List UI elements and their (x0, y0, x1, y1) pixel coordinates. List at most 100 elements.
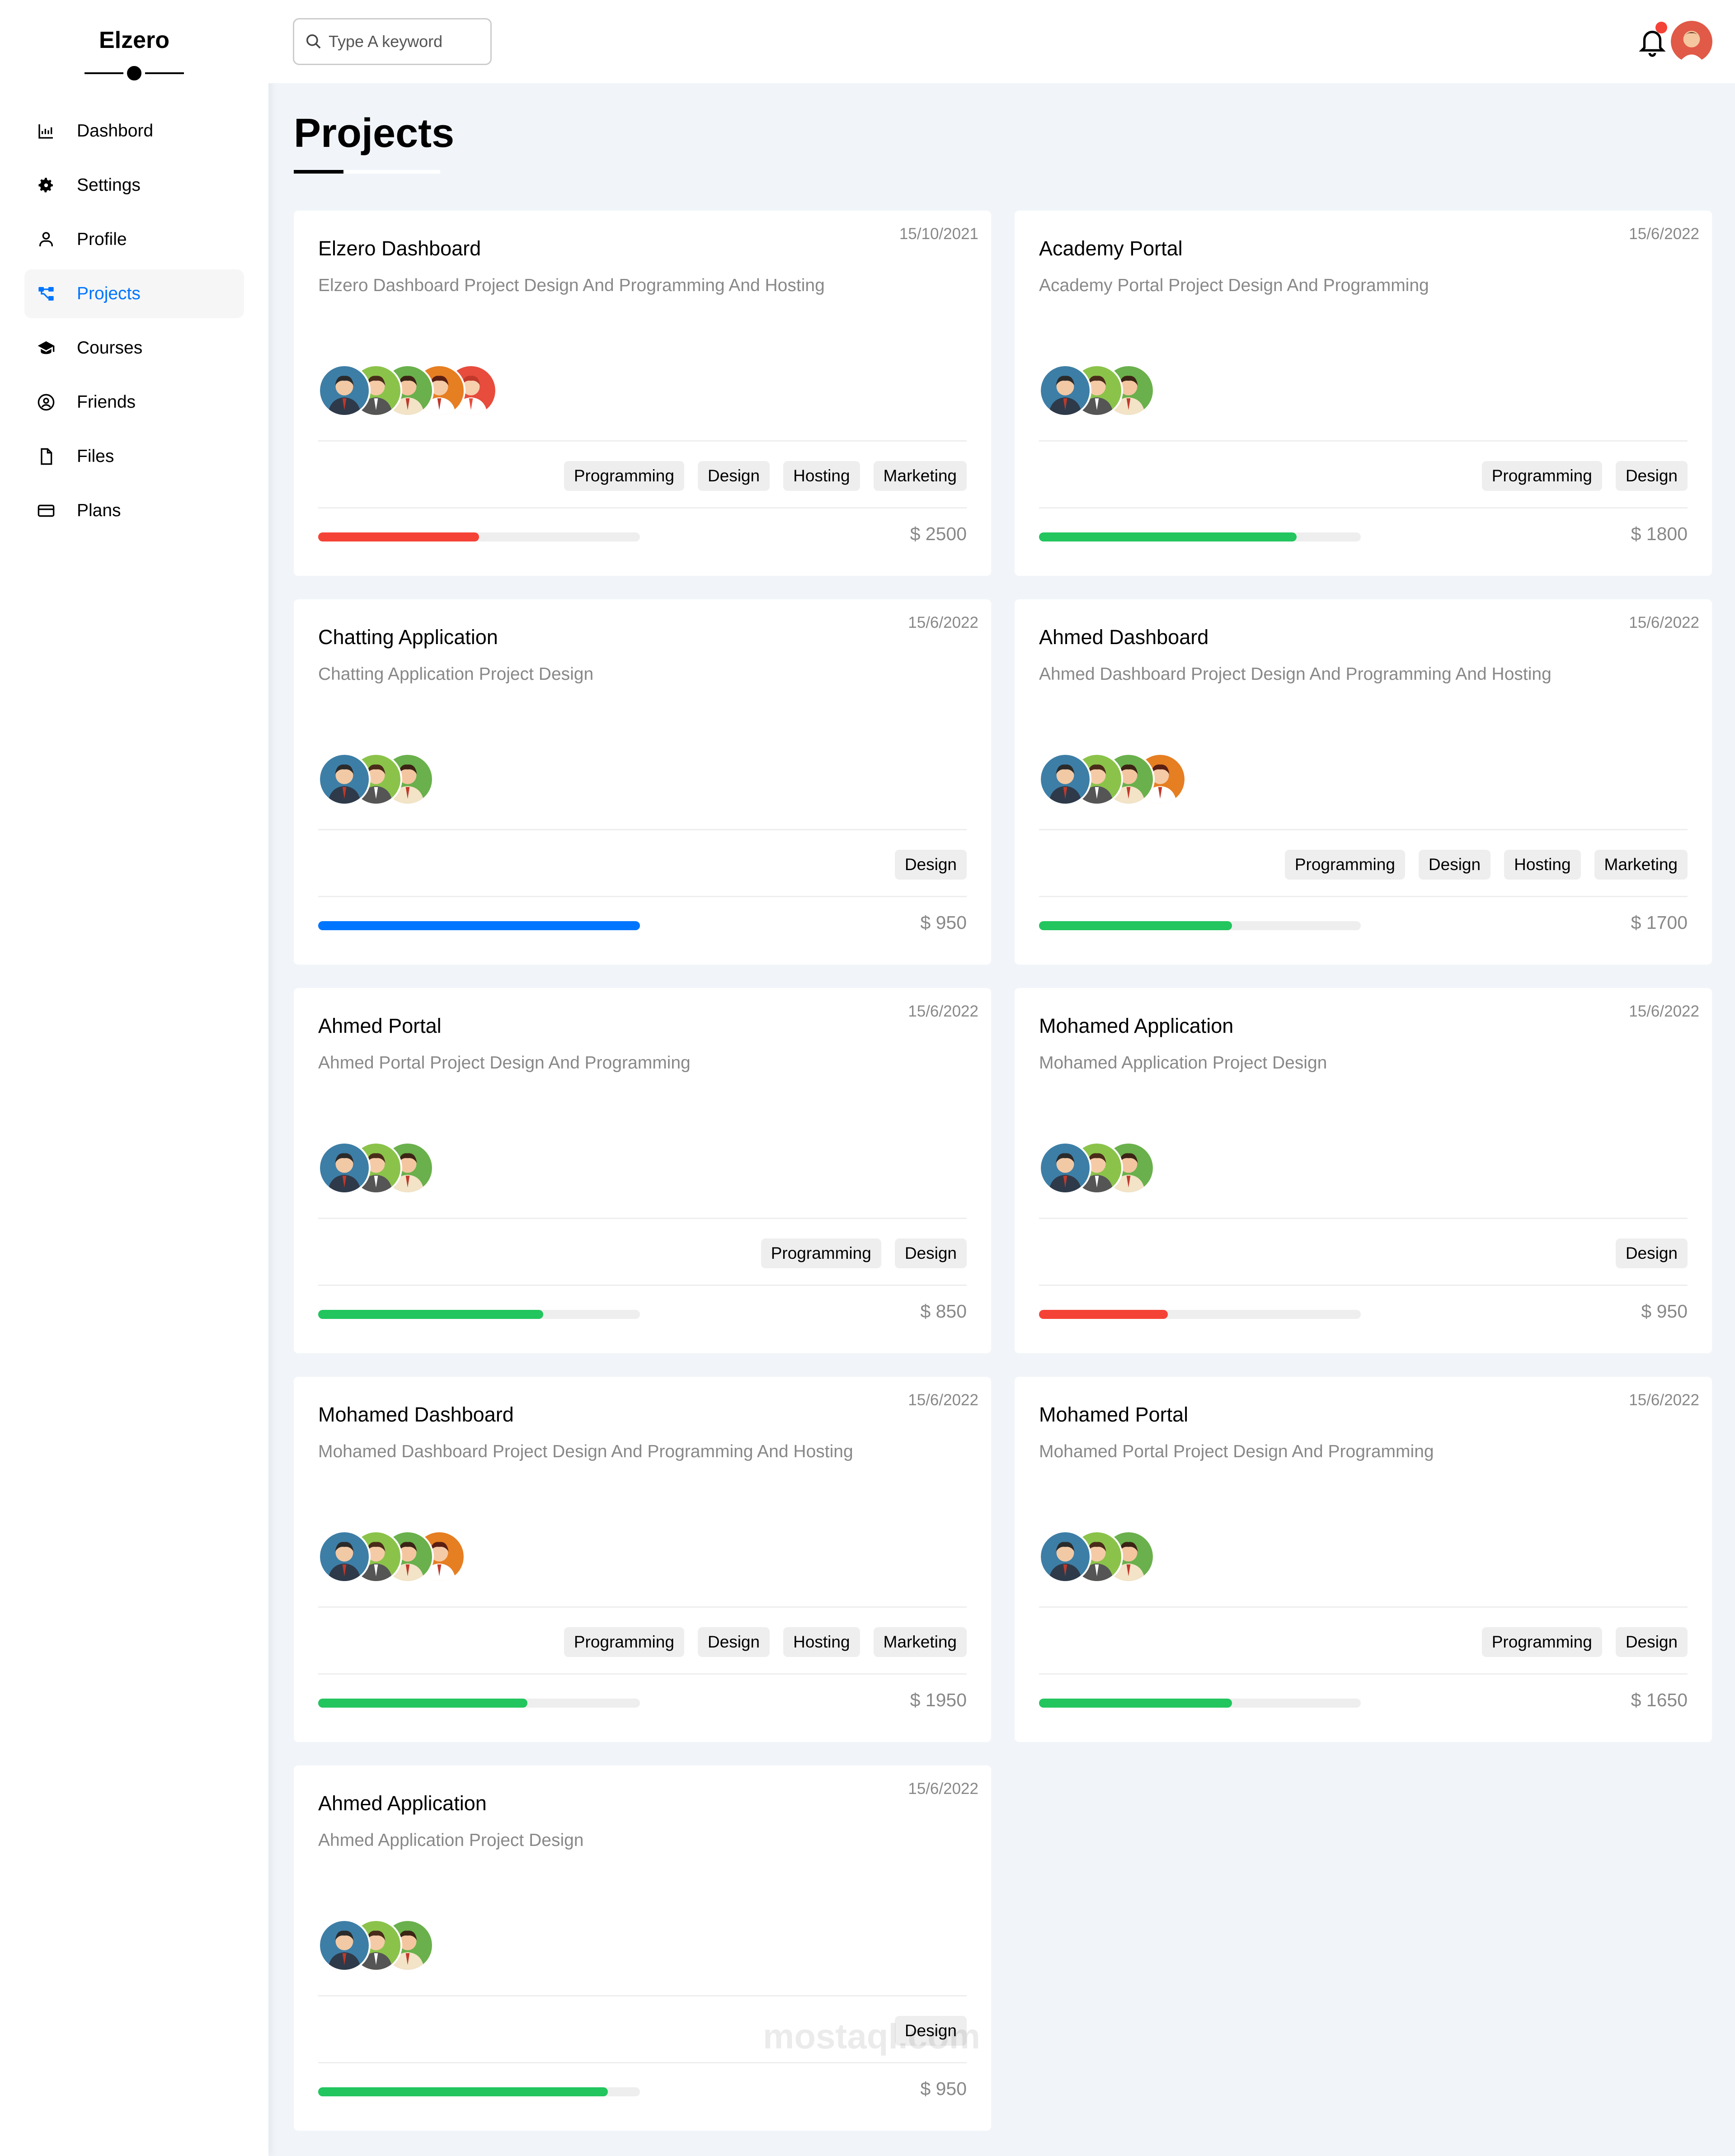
project-card[interactable]: 15/10/2021 Elzero Dashboard Elzero Dashboa… (294, 211, 991, 576)
progress-fill (318, 532, 479, 541)
sidebar-item-label: Courses (77, 338, 143, 358)
gear-icon (36, 175, 56, 195)
project-card[interactable]: 15/6/2022 Mohamed Application Mohamed Appl… (1015, 988, 1712, 1353)
team-member-avatar[interactable] (1039, 753, 1091, 805)
avatar-icon (1671, 21, 1712, 62)
sidebar-item-label: Friends (77, 392, 136, 412)
project-card[interactable]: 15/6/2022 Mohamed Dashboard Mohamed Dashbo… (294, 1377, 991, 1742)
team-member-avatar[interactable] (1039, 1142, 1091, 1194)
project-card[interactable]: 15/6/2022 Academy Portal Academy Portal Pr… (1015, 211, 1712, 576)
team-member-avatar[interactable] (1039, 364, 1091, 417)
project-description: Elzero Dashboard Project Design And Prog… (318, 276, 825, 295)
card-divider (318, 829, 967, 830)
project-description: Chatting Application Project Design (318, 664, 594, 684)
progress-bar (318, 1699, 640, 1708)
tag-design: Design (1615, 461, 1688, 491)
sidebar-item-plans[interactable]: Plans (24, 486, 244, 535)
team-member-avatar[interactable] (318, 1919, 371, 1972)
tag-programming: Programming (1481, 1627, 1602, 1657)
progress-fill (318, 2087, 608, 2096)
card-divider (1039, 1673, 1688, 1675)
project-card[interactable]: 15/6/2022 Ahmed Portal Ahmed Portal Projec… (294, 988, 991, 1353)
sidebar-item-files[interactable]: Files (24, 432, 244, 481)
project-price: $ 950 (1641, 1301, 1688, 1322)
project-price: $ 1950 (910, 1690, 967, 1710)
sidebar-item-courses[interactable]: Courses (24, 324, 244, 372)
tag-programming: Programming (1481, 461, 1602, 491)
tag-design: Design (1418, 850, 1491, 880)
card-divider (318, 1673, 967, 1675)
progress-bar (1039, 1310, 1361, 1319)
card-divider (318, 1285, 967, 1286)
search-icon (306, 34, 321, 49)
tag-design: Design (894, 850, 967, 880)
bell-icon[interactable] (1636, 25, 1668, 57)
sidebar-item-profile[interactable]: Profile (24, 215, 244, 264)
sidebar-item-label: Dashbord (77, 121, 154, 141)
sidebar-nav: Dashbord Settings Profile Projects Courses Fr… (0, 107, 268, 535)
card-divider (318, 1995, 967, 1996)
project-price: $ 950 (920, 912, 967, 933)
project-price: $ 1800 (1631, 523, 1688, 544)
project-title: Elzero Dashboard (318, 237, 481, 260)
project-description: Mohamed Portal Project Design And Progra… (1039, 1442, 1434, 1461)
progress-bar (318, 532, 640, 541)
sidebar-item-projects[interactable]: Projects (24, 269, 244, 318)
sidebar-item-label: Plans (77, 501, 121, 520)
diagram-icon (36, 284, 56, 304)
sidebar-item-label: Files (77, 447, 114, 466)
team-member-avatar[interactable] (318, 1530, 371, 1583)
project-date: 15/6/2022 (908, 1780, 978, 1798)
sidebar-item-label: Settings (77, 175, 141, 195)
project-price: $ 1650 (1631, 1690, 1688, 1710)
project-date: 15/6/2022 (1629, 1391, 1699, 1409)
progress-fill (1039, 921, 1232, 930)
project-price: $ 950 (920, 2078, 967, 2099)
project-description: Ahmed Portal Project Design And Programm… (318, 1053, 691, 1073)
project-title: Chatting Application (318, 626, 498, 649)
tag-design: Design (697, 461, 770, 491)
graduation-cap-icon (36, 338, 56, 358)
tag-programming: Programming (564, 1627, 684, 1657)
tag-design: Design (894, 2016, 967, 2046)
project-tags: Programming Design Hosting Marketing (1284, 850, 1688, 880)
sidebar-item-friends[interactable]: Friends (24, 378, 244, 427)
progress-fill (1039, 532, 1297, 541)
project-tags: Design (894, 850, 967, 880)
user-avatar[interactable] (1671, 21, 1712, 62)
project-tags: Programming Design (1481, 1627, 1688, 1657)
card-divider (318, 896, 967, 897)
team-member-avatar[interactable] (318, 1142, 371, 1194)
project-card[interactable]: 15/6/2022 Mohamed Portal Mohamed Portal Pr… (1015, 1377, 1712, 1742)
sidebar-item-label: Projects (77, 284, 141, 303)
card-divider (1039, 1218, 1688, 1219)
card-divider (318, 1218, 967, 1219)
project-card[interactable]: 15/6/2022 Chatting Application Chatting Ap… (294, 599, 991, 965)
progress-fill (318, 1310, 544, 1319)
team-member-avatar[interactable] (1039, 1530, 1091, 1583)
notification-dot (1655, 22, 1667, 33)
user-circle-icon (36, 392, 56, 412)
search-box (293, 18, 492, 65)
project-tags: Design (894, 2016, 967, 2046)
card-divider (318, 440, 967, 442)
card-divider (1039, 440, 1688, 442)
search-input[interactable] (329, 32, 482, 51)
progress-bar (318, 921, 640, 930)
project-card[interactable]: 15/6/2022 Ahmed Application Ahmed Applicat… (294, 1765, 991, 2131)
sidebar-item-dashbord[interactable]: Dashbord (24, 107, 244, 155)
page-title: Projects (294, 111, 455, 156)
progress-bar (1039, 532, 1361, 541)
project-price: $ 850 (920, 1301, 967, 1322)
team-member-avatar[interactable] (318, 753, 371, 805)
tag-design: Design (894, 1238, 967, 1268)
team-member-avatar[interactable] (318, 364, 371, 417)
project-card[interactable]: 15/6/2022 Ahmed Dashboard Ahmed Dashboard … (1015, 599, 1712, 965)
sidebar-item-settings[interactable]: Settings (24, 161, 244, 210)
project-description: Academy Portal Project Design And Progra… (1039, 276, 1429, 295)
tag-programming: Programming (1284, 850, 1405, 880)
tag-hosting: Hosting (783, 1627, 860, 1657)
tag-programming: Programming (564, 461, 684, 491)
progress-bar (318, 1310, 640, 1319)
project-date: 15/6/2022 (1629, 614, 1699, 631)
